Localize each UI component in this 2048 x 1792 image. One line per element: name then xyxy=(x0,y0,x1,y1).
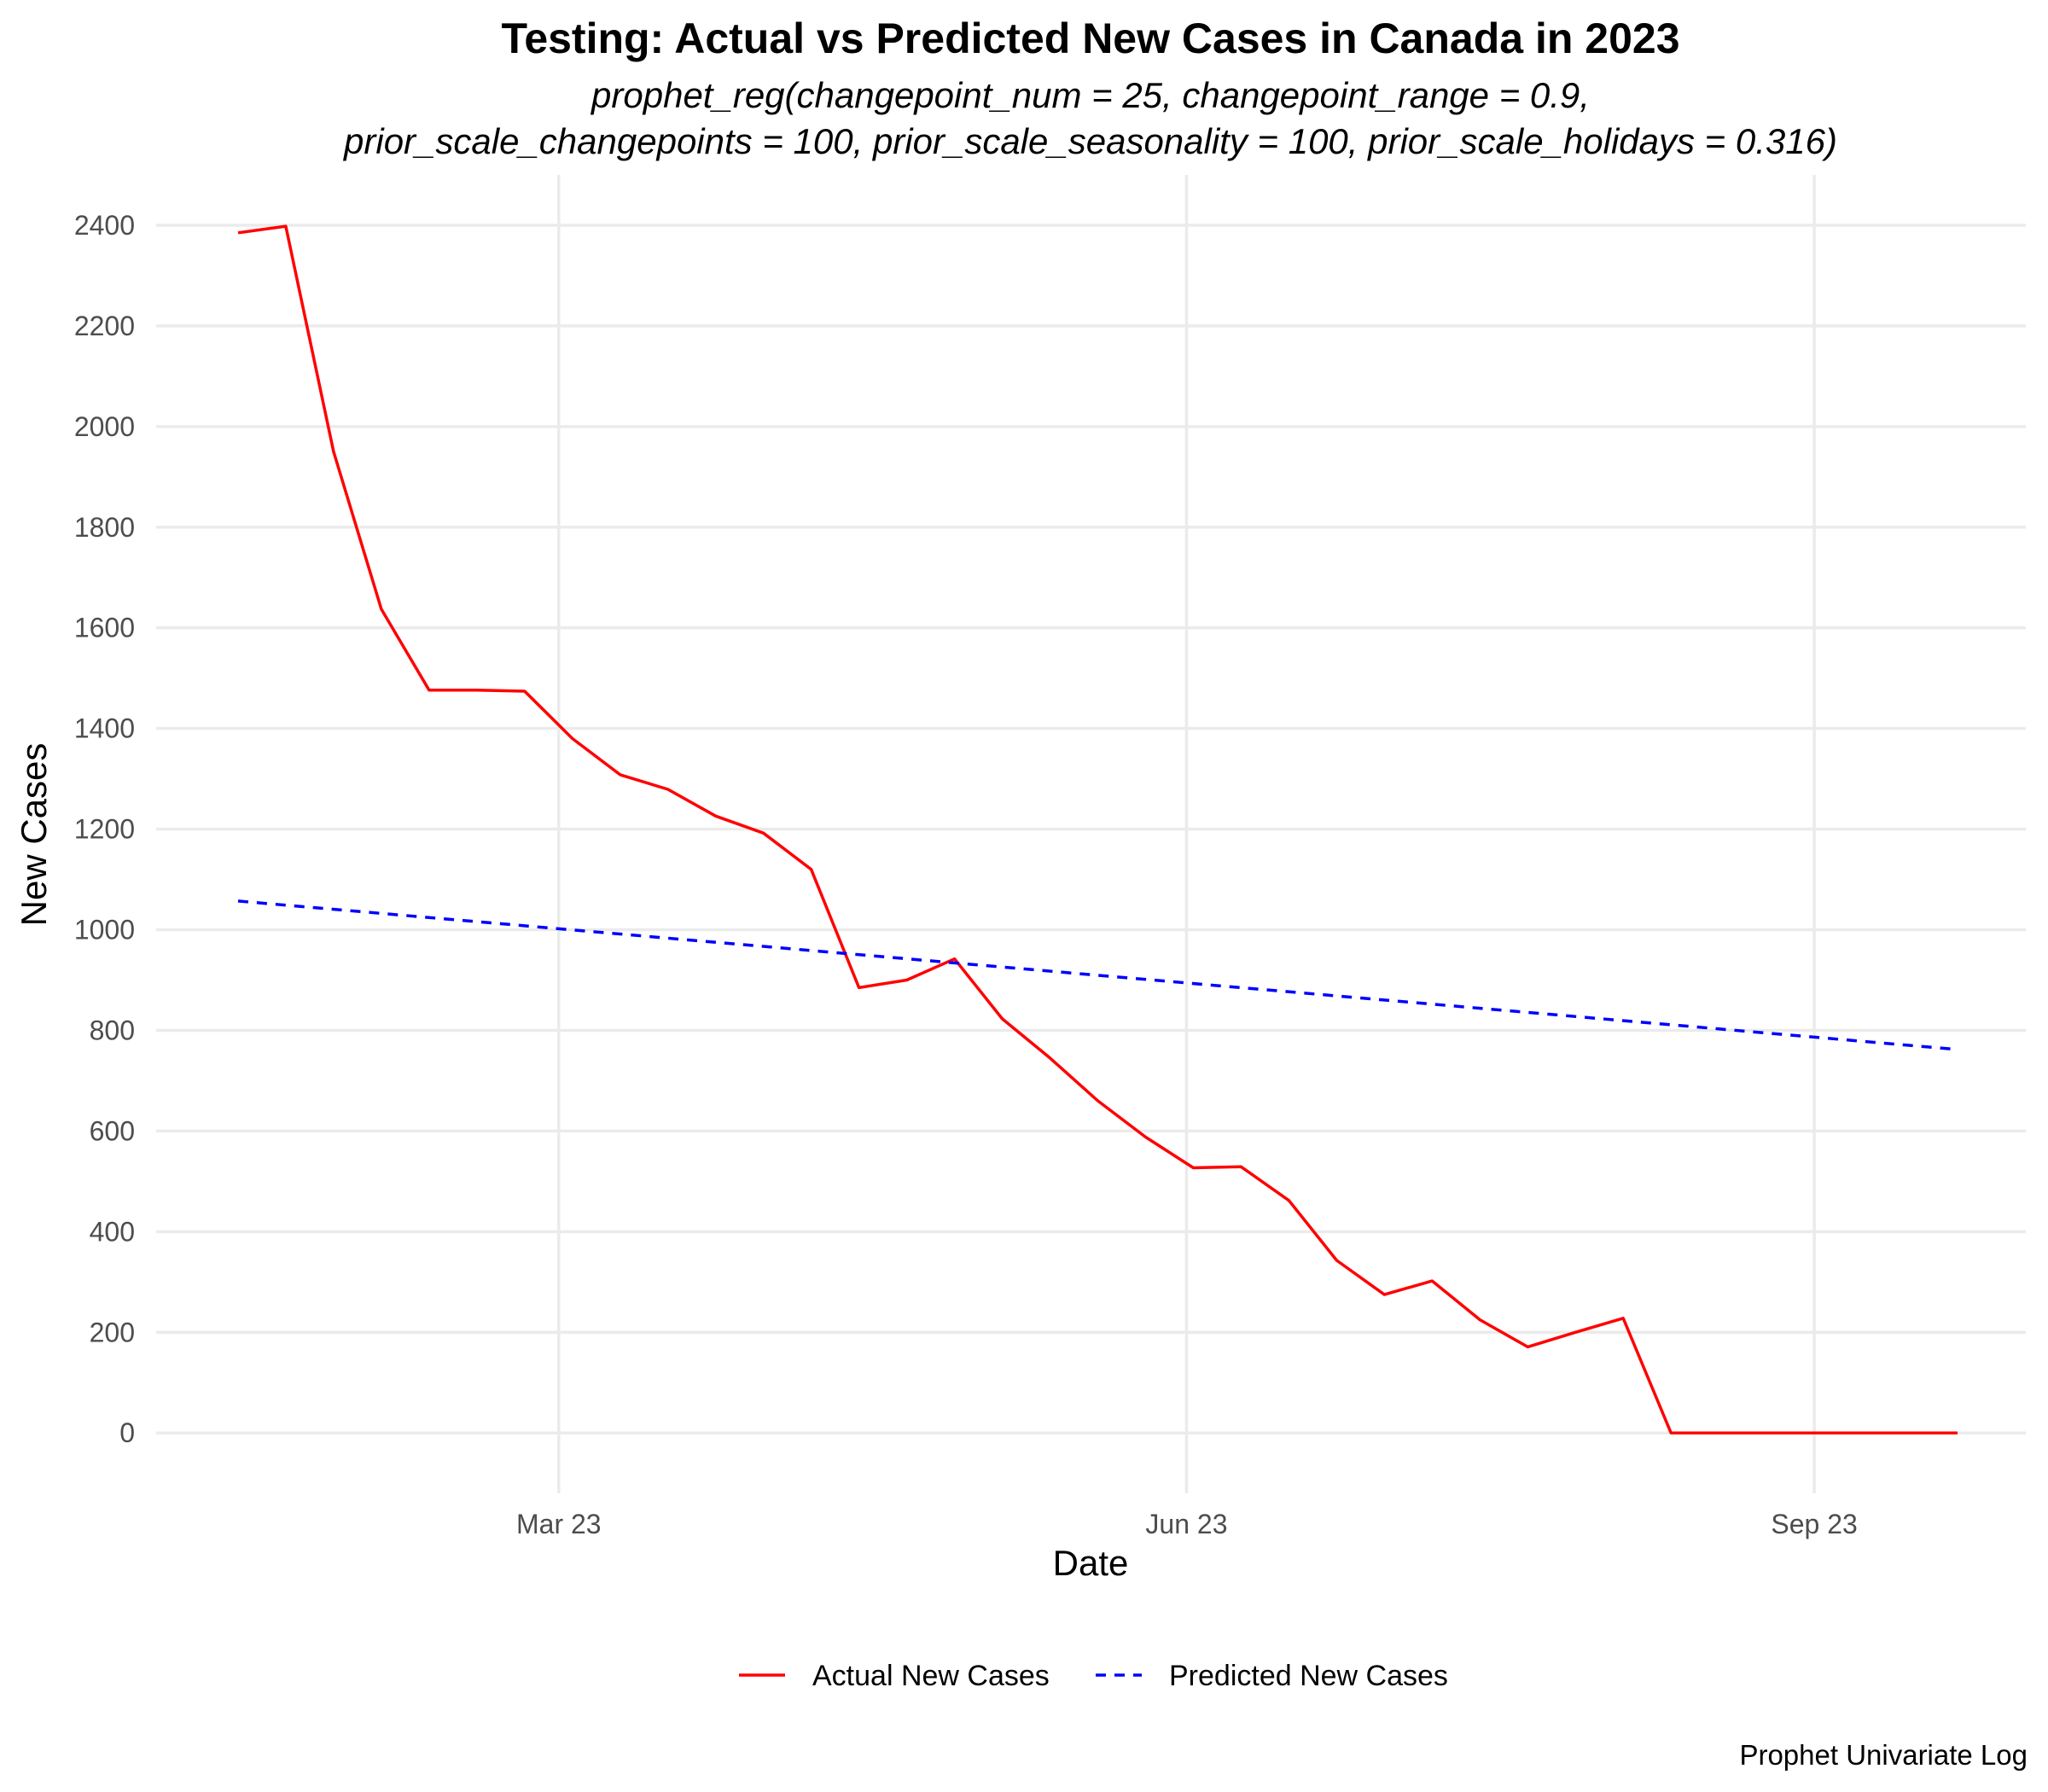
x-tick-label: Sep 23 xyxy=(1771,1509,1857,1539)
series-line-actual xyxy=(237,224,1958,1434)
y-tick-label: 0 xyxy=(119,1417,135,1448)
y-tick-label: 1000 xyxy=(74,915,135,945)
data-layer xyxy=(237,224,1958,1434)
x-tick-label: Mar 23 xyxy=(516,1509,602,1539)
grid-layer xyxy=(156,175,2026,1493)
x-axis-label: Date xyxy=(1053,1543,1129,1583)
chart-caption: Prophet Univariate Log xyxy=(1739,1739,2028,1771)
y-tick-label: 1800 xyxy=(74,512,135,543)
legend-label-predicted: Predicted New Cases xyxy=(1169,1660,1448,1692)
y-tick-label: 200 xyxy=(90,1317,135,1347)
x-tick-label: Jun 23 xyxy=(1145,1509,1227,1539)
chart-subtitle-line-2: prior_scale_changepoints = 100, prior_sc… xyxy=(342,121,1837,161)
legend: Actual New Cases Predicted New Cases xyxy=(739,1660,1448,1692)
series-line-predicted xyxy=(237,899,1958,1051)
x-tick-labels: Mar 23 Jun 23 Sep 23 xyxy=(516,1509,1858,1539)
y-tick-label: 1600 xyxy=(74,613,135,643)
y-tick-label: 2400 xyxy=(74,210,135,241)
y-tick-label: 1400 xyxy=(74,713,135,744)
chart-subtitle-line-1: prophet_reg(changepoint_num = 25, change… xyxy=(590,75,1590,115)
y-tick-labels: 0 200 400 600 800 1000 1200 1400 1600 1800 2000 220… xyxy=(74,210,135,1448)
y-tick-label: 400 xyxy=(90,1216,135,1247)
y-tick-label: 600 xyxy=(90,1115,135,1146)
y-axis-label: New Cases xyxy=(14,743,54,927)
chart-title: Testing: Actual vs Predicted New Cases i… xyxy=(501,15,1679,62)
legend-label-actual: Actual New Cases xyxy=(812,1660,1050,1692)
y-tick-label: 1200 xyxy=(74,814,135,845)
y-tick-label: 2000 xyxy=(74,411,135,442)
y-tick-label: 800 xyxy=(90,1015,135,1045)
y-tick-label: 2200 xyxy=(74,311,135,341)
